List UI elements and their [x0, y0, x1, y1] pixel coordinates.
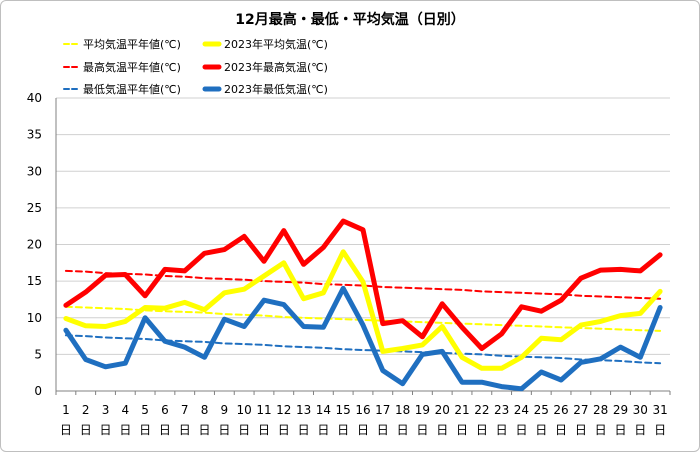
x-tick-suffix: 日 [119, 423, 131, 437]
x-tick-label: 24 [514, 403, 529, 417]
legend-label: 最低気温平年値(℃) [83, 82, 181, 96]
legend-label: 2023年最高気温(℃) [224, 60, 328, 74]
x-tick-suffix: 日 [515, 423, 527, 437]
x-tick-suffix: 日 [357, 423, 369, 437]
series-line-5 [64, 334, 662, 365]
y-tick-label: 40 [27, 91, 42, 105]
y-tick-label: 5 [34, 347, 42, 361]
y-tick-label: 35 [27, 128, 42, 142]
y-tick-label: 30 [27, 164, 42, 178]
x-tick-suffix: 日 [298, 423, 310, 437]
series-lines [63, 218, 663, 392]
x-tick-label: 11 [256, 403, 271, 417]
x-tick-label: 3 [102, 403, 110, 417]
series-line-2 [63, 249, 663, 371]
x-tick-label: 8 [201, 403, 209, 417]
x-tick-suffix: 日 [575, 423, 587, 437]
x-tick-suffix: 日 [535, 423, 547, 437]
x-tick-label: 26 [553, 403, 568, 417]
x-tick-suffix: 日 [258, 423, 270, 437]
y-tick-label: 25 [27, 201, 42, 215]
x-tick-suffix: 日 [80, 423, 92, 437]
x-tick-label: 9 [221, 403, 229, 417]
x-tick-label: 1 [62, 403, 70, 417]
x-tick-suffix: 日 [377, 423, 389, 437]
legend-label: 平均気温平年値(℃) [83, 37, 181, 51]
x-tick-suffix: 日 [416, 423, 428, 437]
x-tick-suffix: 日 [555, 423, 567, 437]
chart-title: 12月最高・最低・平均気温（日別） [235, 11, 464, 28]
x-tick-suffix: 日 [199, 423, 211, 437]
y-tick-label: 0 [34, 384, 42, 398]
x-tick-label: 12 [276, 403, 291, 417]
x-tick-label: 31 [652, 403, 667, 417]
legend: 平均気温平年値(℃) 2023年平均気温(℃) 最高気温平年値(℃) 2023年最高気… [63, 37, 328, 96]
x-tick-suffix: 日 [634, 423, 646, 437]
x-tick-label: 14 [316, 403, 331, 417]
x-tick-label: 25 [534, 403, 549, 417]
x-tick-suffix: 日 [595, 423, 607, 437]
series-line-4 [63, 218, 663, 351]
x-tick-suffix: 日 [436, 423, 448, 437]
x-tick-label: 20 [435, 403, 450, 417]
x-tick-suffix: 日 [614, 423, 626, 437]
x-tick-suffix: 日 [218, 423, 230, 437]
x-tick-label: 30 [633, 403, 648, 417]
x-tick-label: 10 [237, 403, 252, 417]
x-tick-label: 22 [474, 403, 489, 417]
y-tick-label: 10 [27, 311, 42, 325]
x-tick-label: 5 [141, 403, 149, 417]
legend-label: 2023年平均気温(℃) [224, 37, 328, 51]
series-line-3 [64, 269, 662, 300]
axes: 05101520253035401日2日3日4日5日6日7日8日9日10日11日… [27, 91, 671, 437]
x-tick-label: 2 [82, 403, 90, 417]
y-tick-label: 20 [27, 238, 42, 252]
x-tick-label: 27 [573, 403, 588, 417]
series-line-6 [63, 285, 663, 392]
x-tick-suffix: 日 [654, 423, 666, 437]
x-tick-suffix: 日 [456, 423, 468, 437]
x-tick-label: 16 [355, 403, 370, 417]
x-tick-label: 29 [613, 403, 628, 417]
y-tick-label: 15 [27, 274, 42, 288]
x-tick-label: 17 [375, 403, 390, 417]
x-tick-suffix: 日 [179, 423, 191, 437]
x-tick-label: 19 [415, 403, 430, 417]
x-tick-suffix: 日 [397, 423, 409, 437]
x-tick-label: 21 [454, 403, 469, 417]
x-tick-label: 13 [296, 403, 311, 417]
x-tick-suffix: 日 [317, 423, 329, 437]
x-tick-suffix: 日 [238, 423, 250, 437]
x-tick-label: 23 [494, 403, 509, 417]
x-tick-label: 4 [122, 403, 130, 417]
x-tick-suffix: 日 [496, 423, 508, 437]
x-tick-label: 6 [161, 403, 169, 417]
x-tick-suffix: 日 [60, 423, 72, 437]
x-tick-label: 18 [395, 403, 410, 417]
legend-label: 最高気温平年値(℃) [83, 60, 181, 74]
x-tick-suffix: 日 [337, 423, 349, 437]
x-tick-suffix: 日 [278, 423, 290, 437]
x-tick-suffix: 日 [100, 423, 112, 437]
series-line-1 [64, 305, 662, 332]
x-tick-suffix: 日 [476, 423, 488, 437]
x-tick-suffix: 日 [139, 423, 151, 437]
legend-label: 2023年最低気温(℃) [224, 82, 328, 96]
x-tick-label: 28 [593, 403, 608, 417]
x-tick-label: 7 [181, 403, 189, 417]
x-tick-label: 15 [336, 403, 351, 417]
x-tick-suffix: 日 [159, 423, 171, 437]
gridlines [56, 97, 670, 355]
